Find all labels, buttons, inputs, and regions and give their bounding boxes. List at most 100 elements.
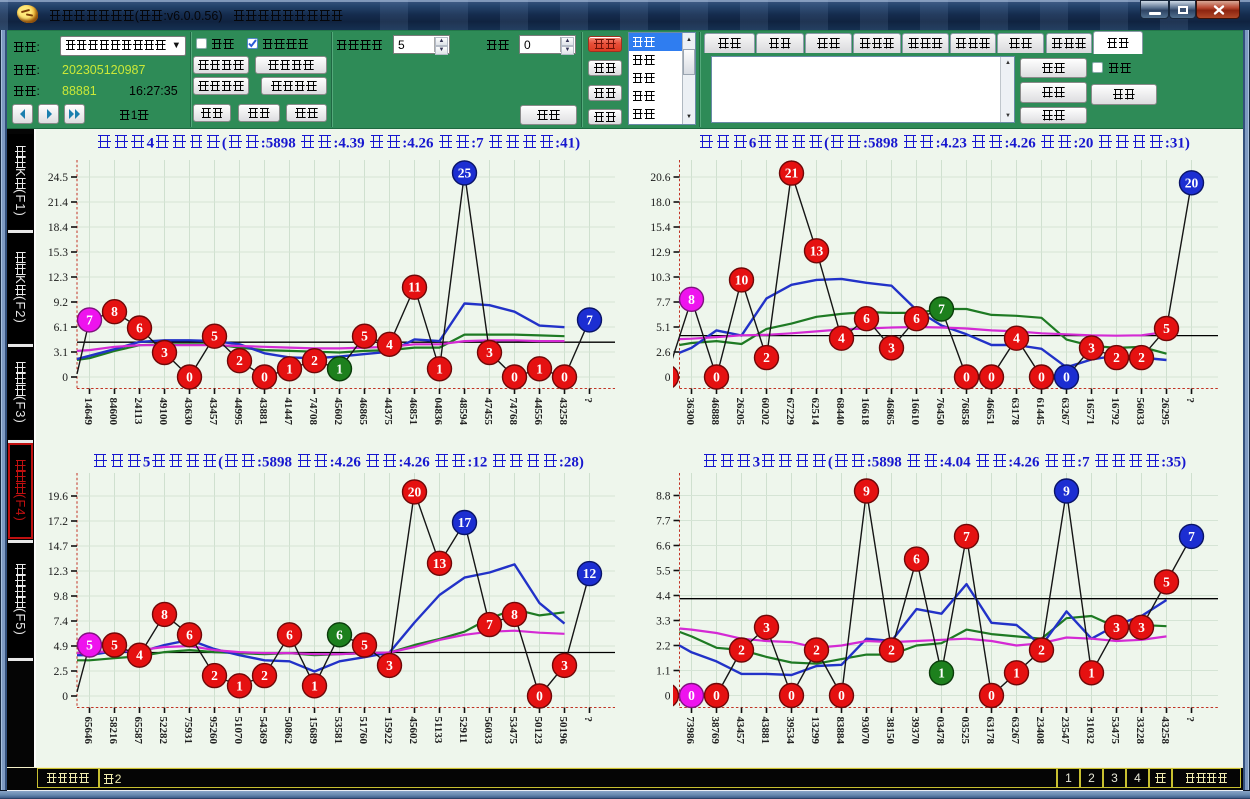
svg-text:6: 6 <box>186 627 193 642</box>
svg-text:23547: 23547 <box>1059 717 1071 745</box>
svg-text:3.1: 3.1 <box>54 347 69 359</box>
svg-text:53475: 53475 <box>507 717 519 745</box>
svg-text:7: 7 <box>486 617 493 632</box>
svg-text:24113: 24113 <box>132 398 144 425</box>
svg-text:0: 0 <box>1038 370 1045 385</box>
svg-text:6: 6 <box>913 311 920 326</box>
svg-text:8: 8 <box>111 304 118 319</box>
svg-text:47455: 47455 <box>482 398 494 426</box>
svg-text:39534: 39534 <box>784 717 796 745</box>
svg-text:5.1: 5.1 <box>656 322 671 334</box>
svg-text:83884: 83884 <box>834 717 846 745</box>
svg-text:48594: 48594 <box>457 398 469 426</box>
svg-text:2: 2 <box>888 643 895 658</box>
svg-text:68440: 68440 <box>834 398 846 426</box>
svg-text:2: 2 <box>211 668 218 683</box>
svg-text:2: 2 <box>311 353 318 368</box>
svg-text:1: 1 <box>536 361 543 376</box>
svg-text:11: 11 <box>408 280 421 295</box>
svg-text:15922: 15922 <box>382 717 394 745</box>
svg-text:52282: 52282 <box>157 717 169 745</box>
svg-text:7.4: 7.4 <box>54 616 69 628</box>
svg-text:14649: 14649 <box>82 398 94 426</box>
svg-text:18.4: 18.4 <box>48 222 68 234</box>
svg-text:3: 3 <box>1113 620 1120 635</box>
svg-text:43630: 43630 <box>182 398 194 426</box>
svg-text:12.3: 12.3 <box>48 272 68 284</box>
svg-text:14.7: 14.7 <box>48 541 68 553</box>
svg-text:25: 25 <box>458 165 472 180</box>
svg-text:56033: 56033 <box>1134 398 1146 426</box>
svg-text:63178: 63178 <box>1009 398 1021 426</box>
svg-text:67229: 67229 <box>784 398 796 426</box>
svg-text:53475: 53475 <box>1109 717 1121 745</box>
svg-text:1: 1 <box>1013 665 1020 680</box>
svg-text:15.4: 15.4 <box>650 222 670 234</box>
svg-text:4.9: 4.9 <box>54 641 69 653</box>
svg-text:4.4: 4.4 <box>656 591 671 603</box>
svg-text:?: ? <box>1184 398 1196 404</box>
svg-text:50862: 50862 <box>282 717 294 745</box>
svg-text:0: 0 <box>511 370 518 385</box>
svg-text:0: 0 <box>963 370 970 385</box>
svg-text:51070: 51070 <box>232 717 244 745</box>
svg-text:65587: 65587 <box>132 717 144 745</box>
svg-text:3: 3 <box>1138 620 1145 635</box>
svg-text:13: 13 <box>433 556 447 571</box>
svg-text:6: 6 <box>136 321 143 336</box>
svg-text:10: 10 <box>735 272 749 287</box>
svg-text:16792: 16792 <box>1109 398 1121 426</box>
svg-text:0: 0 <box>788 688 795 703</box>
svg-text:0: 0 <box>688 688 695 703</box>
svg-text:?: ? <box>582 717 594 723</box>
svg-text:1: 1 <box>311 678 318 693</box>
svg-text:0: 0 <box>713 688 720 703</box>
svg-text:12.9: 12.9 <box>650 247 670 259</box>
svg-text:12: 12 <box>583 566 597 581</box>
svg-text:16618: 16618 <box>859 398 871 426</box>
svg-text:6: 6 <box>336 627 343 642</box>
svg-text:61445: 61445 <box>1034 398 1046 426</box>
svg-text:39370: 39370 <box>909 717 921 745</box>
svg-text:63178: 63178 <box>984 717 996 745</box>
svg-text:46865: 46865 <box>884 398 896 426</box>
svg-text:3.3: 3.3 <box>656 616 671 628</box>
svg-text:0: 0 <box>665 372 671 384</box>
svg-text:2: 2 <box>813 643 820 658</box>
svg-text:2: 2 <box>261 668 268 683</box>
svg-text:1: 1 <box>236 678 243 693</box>
svg-text:3: 3 <box>1088 340 1095 355</box>
svg-text:5: 5 <box>211 329 218 344</box>
svg-text:9.8: 9.8 <box>54 591 69 603</box>
svg-text:24.5: 24.5 <box>48 172 68 184</box>
svg-text:4: 4 <box>136 648 143 663</box>
svg-text:2: 2 <box>1113 350 1120 365</box>
svg-text:26205: 26205 <box>734 398 746 426</box>
svg-text:7: 7 <box>938 302 945 317</box>
svg-text:9.2: 9.2 <box>54 297 69 309</box>
svg-text:5: 5 <box>111 638 118 653</box>
svg-text:75931: 75931 <box>182 717 194 745</box>
svg-text:20: 20 <box>1185 175 1199 190</box>
svg-text:16610: 16610 <box>909 398 921 426</box>
svg-text:7: 7 <box>963 529 970 544</box>
svg-text:26295: 26295 <box>1159 398 1171 426</box>
svg-text:03478: 03478 <box>934 717 946 745</box>
svg-text:10.3: 10.3 <box>650 272 670 284</box>
svg-text:43457: 43457 <box>734 717 746 745</box>
svg-text:53581: 53581 <box>332 717 344 745</box>
svg-text:63267: 63267 <box>1059 398 1071 426</box>
svg-text:15689: 15689 <box>307 717 319 745</box>
svg-text:8: 8 <box>161 607 168 622</box>
svg-text:1: 1 <box>286 361 293 376</box>
svg-text:36300: 36300 <box>684 398 696 426</box>
svg-text:60202: 60202 <box>759 398 771 426</box>
svg-text:54369: 54369 <box>257 717 269 745</box>
svg-text:46851: 46851 <box>407 398 419 426</box>
svg-text:46651: 46651 <box>984 398 996 426</box>
svg-text:9: 9 <box>1063 484 1070 499</box>
svg-text:4: 4 <box>386 337 393 352</box>
svg-text:65646: 65646 <box>82 717 94 745</box>
svg-text:3: 3 <box>486 345 493 360</box>
svg-text:74768: 74768 <box>507 398 519 426</box>
